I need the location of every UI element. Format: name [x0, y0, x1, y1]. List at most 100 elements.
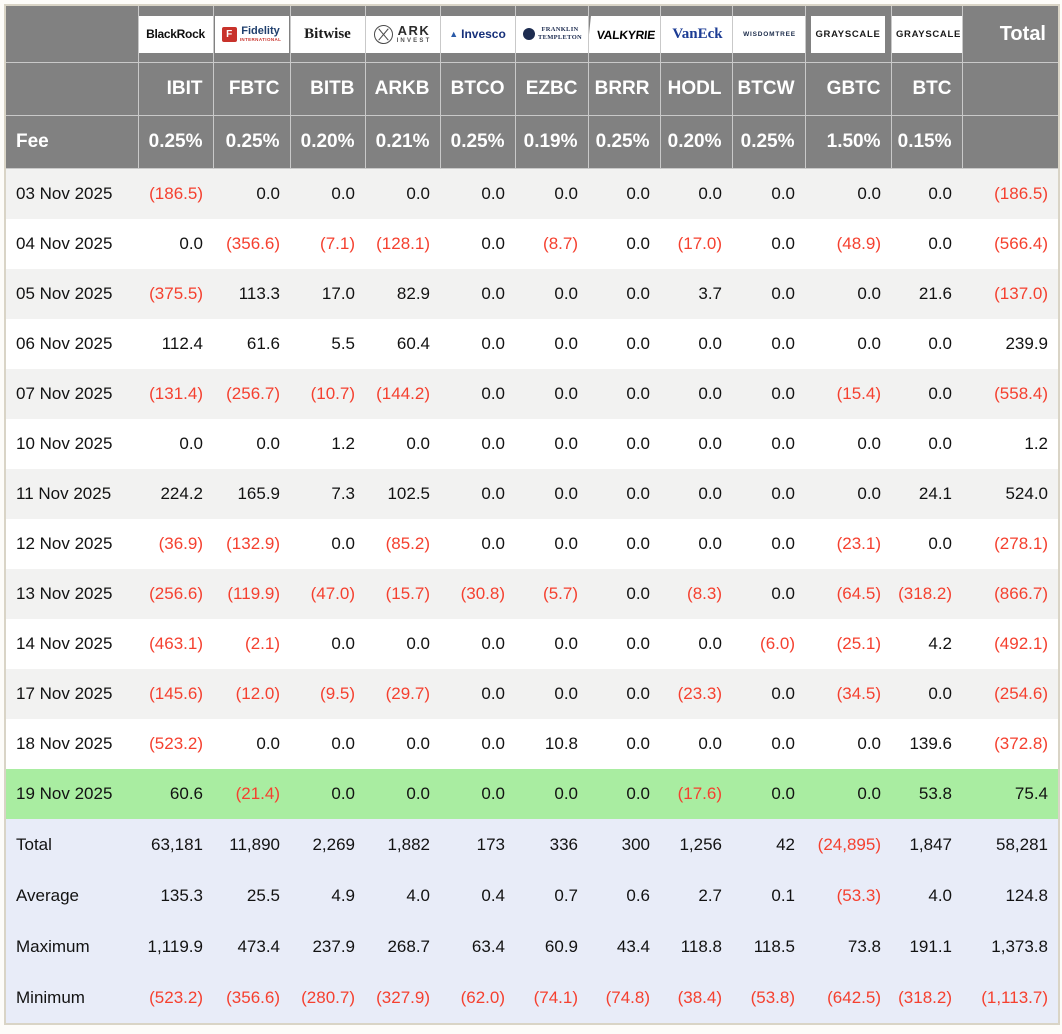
date-label: 04 Nov 2025 [5, 219, 138, 269]
BTCO-logo-cell: ▲ Invesco [439, 4, 516, 63]
flow-BITB: 7.3 [290, 469, 365, 519]
flow-Total: 524.0 [962, 469, 1059, 519]
flow-FBTC: (21.4) [213, 769, 290, 819]
average-BRRR: 0.6 [588, 870, 660, 921]
flow-HODL: 0.0 [660, 319, 732, 369]
bitwise-logo: Bitwise [291, 15, 364, 53]
flow-BTC: 0.0 [891, 369, 962, 419]
flow-ARKB: 0.0 [365, 168, 440, 219]
flow-GBTC: 0.0 [805, 419, 891, 469]
average-GBTC: (53.3) [805, 870, 891, 921]
flow-BTCW: 0.0 [732, 168, 805, 219]
flow-BTCO: 0.0 [440, 719, 515, 769]
flow-HODL: (8.3) [660, 569, 732, 619]
flow-IBIT: (375.5) [138, 269, 213, 319]
flow-GBTC: (25.1) [805, 619, 891, 669]
flow-BTCW: 0.0 [732, 369, 805, 419]
date-label: 11 Nov 2025 [5, 469, 138, 519]
flow-HODL: 0.0 [660, 369, 732, 419]
BTC-logo-cell: GRAYSCALE [890, 4, 963, 63]
flow-ARKB: (15.7) [365, 569, 440, 619]
flow-BTC: 139.6 [891, 719, 962, 769]
flow-GBTC: 0.0 [805, 769, 891, 819]
fee-BTC: 0.15% [890, 115, 963, 169]
flow-BRRR: 0.0 [588, 168, 660, 219]
minimum-BTC: (318.2) [891, 972, 962, 1024]
maximum-Total: 1,373.8 [962, 921, 1059, 972]
flow-BRRR: 0.0 [588, 469, 660, 519]
flow-ARKB: 0.0 [365, 419, 440, 469]
date-label: 06 Nov 2025 [5, 319, 138, 369]
flow-BTCW: 0.0 [732, 419, 805, 469]
flow-Total: (558.4) [962, 369, 1059, 419]
FBTC-logo-cell: F Fidelity INTERNATIONAL [212, 4, 291, 63]
flow-BTC: 24.1 [891, 469, 962, 519]
row-10-nov-2025: 10 Nov 2025 0.0 0.0 1.2 0.0 0.0 0.0 0.0 0.0 0.0 0.… [5, 419, 1059, 469]
flow-BRRR: 0.0 [588, 319, 660, 369]
fee-BITB: 0.20% [289, 115, 366, 169]
flow-BITB: 0.0 [290, 168, 365, 219]
flow-BTCO: 0.0 [440, 769, 515, 819]
ARKB-logo-cell: ARK INVEST [364, 4, 441, 63]
ticker-FBTC: FBTC [212, 62, 291, 116]
flow-ARKB: (29.7) [365, 669, 440, 719]
flow-Total: (137.0) [962, 269, 1059, 319]
flow-BTC: 0.0 [891, 319, 962, 369]
flow-BTCW: 0.0 [732, 319, 805, 369]
flow-GBTC: (34.5) [805, 669, 891, 719]
flow-FBTC: (256.7) [213, 369, 290, 419]
row-04-nov-2025: 04 Nov 2025 0.0 (356.6) (7.1) (128.1) 0.0 (8.7… [5, 219, 1059, 269]
flow-BTC: 0.0 [891, 168, 962, 219]
flow-BTCO: 0.0 [440, 619, 515, 669]
flow-FBTC: (132.9) [213, 519, 290, 569]
flow-BITB: 0.0 [290, 619, 365, 669]
average-IBIT: 135.3 [138, 870, 213, 921]
corner-cell [4, 4, 139, 63]
total-EZBC: 336 [515, 819, 588, 870]
flow-EZBC: 0.0 [515, 669, 588, 719]
flow-Total: (866.7) [962, 569, 1059, 619]
ticker-HODL: HODL [659, 62, 733, 116]
row-05-nov-2025: 05 Nov 2025 (375.5) 113.3 17.0 82.9 0.0 0.0 0.0… [5, 269, 1059, 319]
flow-BTCO: 0.0 [440, 269, 515, 319]
total-BTCW: 42 [732, 819, 805, 870]
row-06-nov-2025: 06 Nov 2025 112.4 61.6 5.5 60.4 0.0 0.0 0.0 0.0 0… [5, 319, 1059, 369]
flow-ARKB: 60.4 [365, 319, 440, 369]
ark-logo: ARK INVEST [366, 15, 439, 53]
total-BITB: 2,269 [290, 819, 365, 870]
flow-ARKB: 102.5 [365, 469, 440, 519]
BITB-logo-cell: Bitwise [289, 4, 366, 63]
flow-BTC: 53.8 [891, 769, 962, 819]
flow-BTCO: 0.0 [440, 319, 515, 369]
total-column-header: Total [961, 4, 1060, 63]
flow-HODL: 0.0 [660, 719, 732, 769]
average-BITB: 4.9 [290, 870, 365, 921]
flow-GBTC: (64.5) [805, 569, 891, 619]
minimum-IBIT: (523.2) [138, 972, 213, 1024]
IBIT-logo-cell: BlackRock [137, 4, 214, 63]
date-label: 14 Nov 2025 [5, 619, 138, 669]
flow-EZBC: 0.0 [515, 269, 588, 319]
date-label: 17 Nov 2025 [5, 669, 138, 719]
flow-BRRR: 0.0 [588, 519, 660, 569]
maximum-BTCO: 63.4 [440, 921, 515, 972]
ticker-BITB: BITB [289, 62, 366, 116]
row-average: Average 135.3 25.5 4.9 4.0 0.4 0.7 0.6 2.7 0.1 (53… [5, 870, 1059, 921]
flow-HODL: 3.7 [660, 269, 732, 319]
flow-BTC: 4.2 [891, 619, 962, 669]
average-BTCW: 0.1 [732, 870, 805, 921]
average-ARKB: 4.0 [365, 870, 440, 921]
invesco-logo: ▲ Invesco [441, 15, 514, 53]
flow-BITB: (47.0) [290, 569, 365, 619]
flow-HODL: 0.0 [660, 519, 732, 569]
date-label: 05 Nov 2025 [5, 269, 138, 319]
flow-EZBC: (5.7) [515, 569, 588, 619]
minimum-BITB: (280.7) [290, 972, 365, 1024]
grayscale-logo: GRAYSCALE [811, 15, 885, 53]
table-body: 03 Nov 2025 (186.5) 0.0 0.0 0.0 0.0 0.0 0.0 0.0 0… [5, 168, 1059, 1024]
table-header: BlackRock F Fidelity INTERNATIONAL Bitwise AR… [4, 4, 1060, 169]
flow-Total: (566.4) [962, 219, 1059, 269]
ticker-GBTC: GBTC [804, 62, 892, 116]
flow-FBTC: (119.9) [213, 569, 290, 619]
